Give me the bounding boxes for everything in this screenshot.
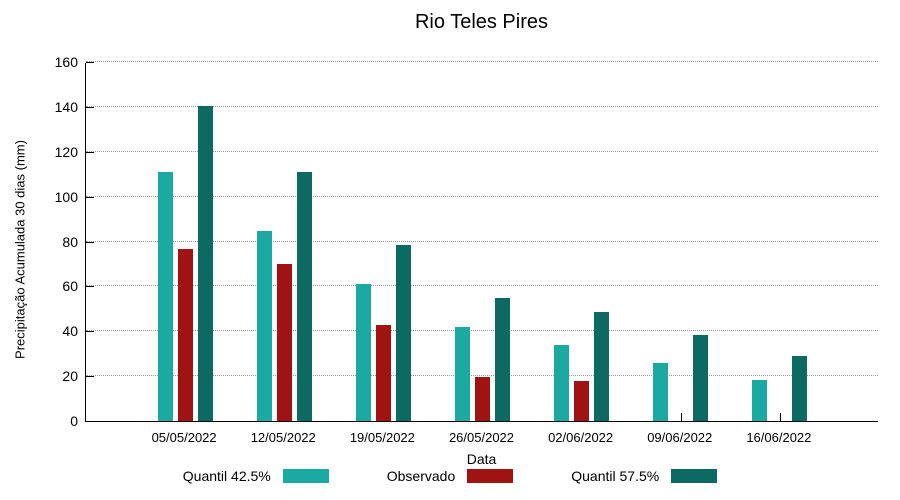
bar-observado [177,249,193,421]
x-tick-label: 05/05/2022 [151,430,217,445]
y-tick-mark [86,241,94,243]
bar-quantil-57-5- [594,312,610,421]
gridline [86,240,878,242]
legend-label: Observado [386,468,456,484]
y-tick-mark [86,331,94,333]
y-axis-label: Precipitação Acumulada 30 dias (mm) [12,140,28,359]
bar-quantil-42-5- [256,231,272,421]
legend-label: Quantil 42.5% [182,468,271,484]
y-tick-label: 20 [62,368,78,385]
y-tick-label: 140 [54,98,78,115]
bar-quantil-57-5- [296,171,312,421]
y-tick-label: 60 [62,278,78,295]
bar-quantil-57-5- [495,297,510,421]
legend-item: Quantil 42.5% [183,468,329,484]
y-tick-label: 120 [54,143,78,160]
gridline [86,105,878,107]
bar-observado [574,380,590,421]
x-tick-label: 02/06/2022 [548,430,614,445]
gridline [86,61,878,62]
y-tick-mark [86,286,94,288]
chart-title: Rio Teles Pires [414,11,549,33]
gridline [86,285,878,287]
bar-quantil-42-5- [653,362,669,421]
bar-quantil-57-5- [693,334,709,421]
legend-swatch [671,469,718,483]
y-tick-label: 40 [62,323,78,340]
gridline [86,375,878,377]
legend: Quantil 42.5% Observado Quantil 57.5% [0,468,900,484]
bar-observado [375,324,391,421]
x-tick-label: 26/05/2022 [448,430,515,445]
x-axis-label: Data [466,451,497,467]
bar-observado [276,263,292,421]
bar-quantil-57-5- [395,244,411,421]
bar-observado [475,377,490,421]
legend-item: Quantil 57.5% [571,468,718,484]
y-tick-label: 160 [54,54,78,70]
x-tick-label: 16/06/2022 [746,430,812,445]
x-tick-label: 09/06/2022 [647,430,713,445]
y-tick-label: 100 [54,188,78,205]
y-tick-label: 0 [70,413,78,429]
x-tick-label: 19/05/2022 [349,430,415,445]
legend-swatch [467,469,514,483]
legend-label: Quantil 57.5% [571,468,660,484]
y-tick-mark [86,106,94,108]
bar-quantil-57-5- [197,105,213,421]
bar-quantil-42-5- [752,379,768,421]
y-tick-mark [86,62,94,63]
y-tick-mark [86,151,94,153]
x-tick-label: 12/05/2022 [250,430,316,445]
plot-area [85,61,878,422]
x-tick-mark [680,413,682,421]
y-tick-label: 80 [62,233,78,250]
bar-quantil-42-5- [455,326,470,421]
y-tick-mark [86,376,94,378]
legend-item: Observado [386,468,514,484]
legend-swatch [282,469,329,483]
gridline [86,195,878,197]
bar-quantil-57-5- [792,355,808,421]
bar-quantil-42-5- [355,284,371,421]
bar-quantil-42-5- [554,344,570,421]
bar-quantil-42-5- [157,171,173,421]
gridline [86,150,878,152]
gridline [86,330,878,332]
y-tick-mark [86,196,94,198]
x-tick-mark [779,413,781,421]
